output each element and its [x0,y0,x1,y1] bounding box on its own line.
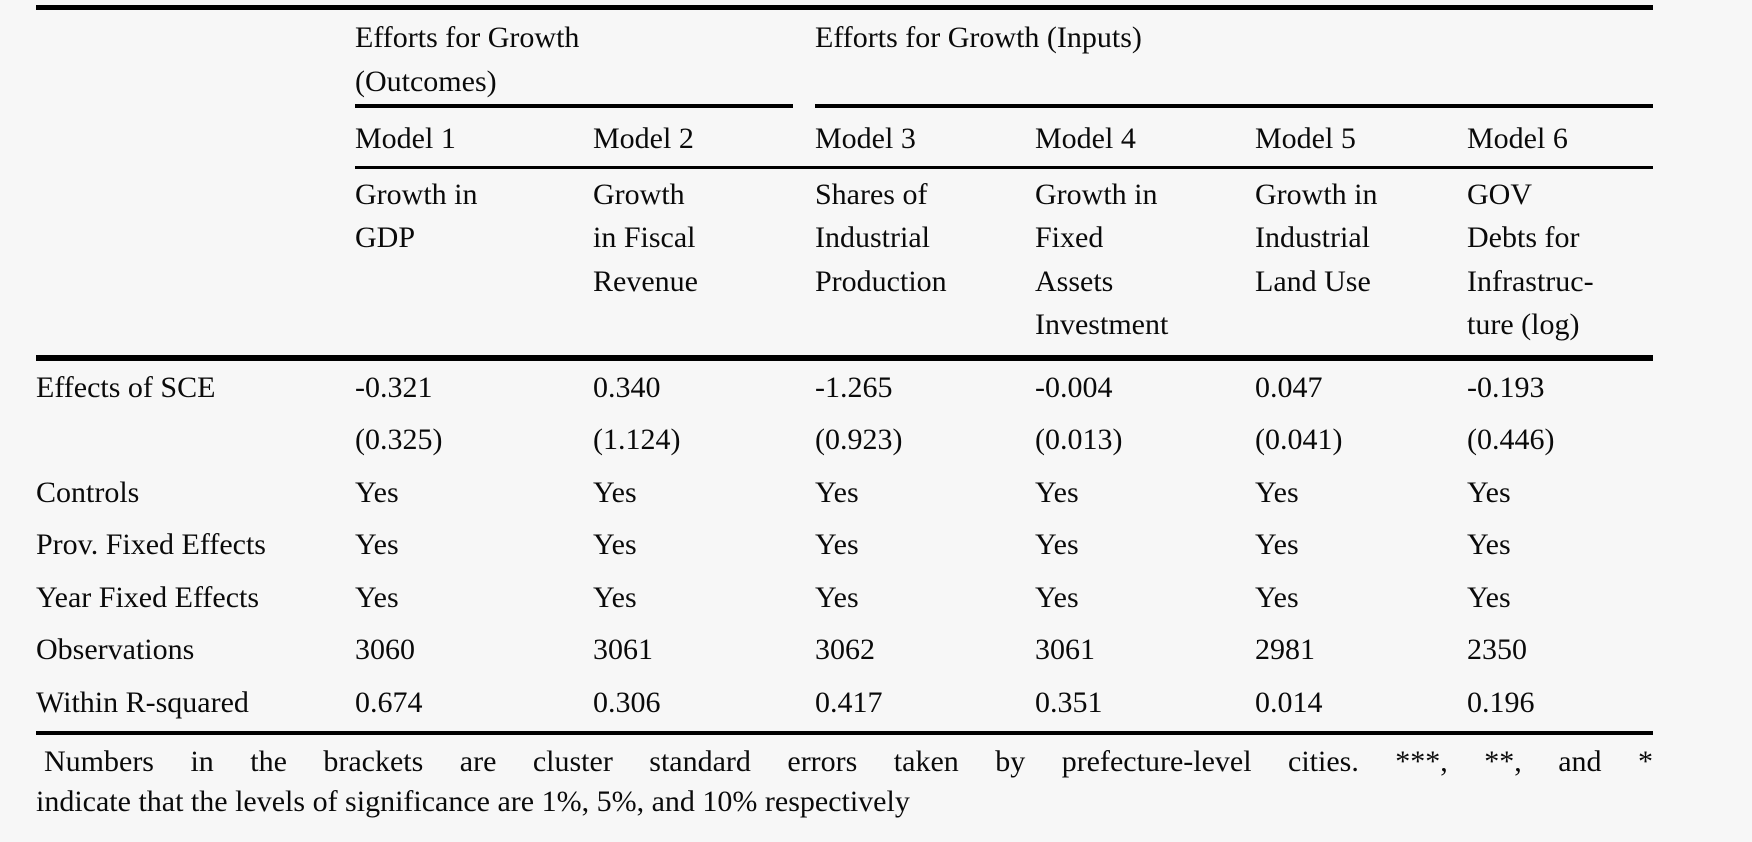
dependent-variable-row: Growth in GDP Growth in Fiscal Revenue S… [36,167,1654,361]
model-header-4: Model 4 [1035,108,1255,169]
table-row-year-fixed-effects: Year Fixed Effects Yes Yes Yes Yes Yes Y… [36,571,1653,624]
cell-value: (0.446) [1467,423,1555,456]
cell-value: Yes [593,580,637,614]
cell-value: Yes [1035,475,1079,509]
cell-value: Yes [1467,580,1511,614]
cell-value: 0.014 [1255,675,1467,735]
cell-value: Yes [1035,580,1079,614]
model-header-5: Model 5 [1255,108,1467,169]
table-footnote: Numbers in the brackets are cluster stan… [36,742,1653,822]
row-label: Controls [36,475,140,509]
model-header-row: Model 1 Model 2 Model 3 Model 4 Model 5 … [36,108,1654,169]
cell-value: Yes [815,528,859,561]
cell-value: -0.321 [355,370,433,404]
dependent-variable-3: Shares of Industrial Production [815,167,1035,361]
cell-value: -1.265 [815,370,893,404]
footnote-line-1: Numbers in the brackets are cluster stan… [44,745,1653,778]
cell-value: (0.013) [1035,423,1123,456]
dependent-variable-1: Growth in GDP [355,167,593,361]
cell-value: Yes [593,475,637,509]
group-header-outcomes: Efforts for Growth (Outcomes) [355,10,793,108]
dependent-variable-4: Growth in Fixed Assets Investment [1035,167,1255,361]
row-label: Prov. Fixed Effects [36,528,266,561]
dependent-variable-5: Growth in Industrial Land Use [1255,167,1467,361]
cell-value: Yes [815,475,859,509]
row-label [36,413,355,466]
table-row-standard-errors: (0.325) (1.124) (0.923) (0.013) (0.041) … [36,413,1653,466]
cell-value: Yes [355,475,399,509]
dependent-variable-6: GOV Debts for Infrastruc- ture (log) [1467,167,1654,361]
regression-results-table: Efforts for Growth (Outcomes) Efforts fo… [36,5,1654,735]
cell-value: 0.351 [1035,675,1255,735]
cell-value: Yes [1467,475,1511,509]
cell-value: 3062 [815,633,875,666]
cell-value: (0.325) [355,423,443,456]
cell-value: 0.674 [355,675,593,735]
group-header-row: Efforts for Growth (Outcomes) Efforts fo… [36,8,1654,109]
row-label: Effects of SCE [36,370,216,404]
cell-value: 0.340 [593,370,661,404]
cell-value: Yes [355,580,399,614]
row-label: Observations [36,633,195,666]
cell-value: (1.124) [593,423,681,456]
cell-value: 2350 [1467,633,1527,666]
cell-value: Yes [355,528,399,561]
cell-value: 3061 [1035,633,1095,666]
cell-value: 3060 [355,633,415,666]
cell-value: Yes [1255,580,1299,614]
cell-value: 0.196 [1467,675,1654,735]
cell-value: (0.041) [1255,423,1343,456]
cell-value: 0.417 [815,675,1035,735]
model-header-6: Model 6 [1467,108,1654,169]
footnote-line-2: indicate that the levels of significance… [36,784,910,818]
group-header-inputs-cell: Efforts for Growth (Inputs) [815,8,1654,108]
cell-value: (0.923) [815,423,903,456]
model-header-spacer [36,108,355,167]
cell-value: 2981 [1255,633,1315,666]
model-header-2: Model 2 [593,108,815,169]
cell-value: 0.047 [1255,370,1323,404]
cell-value: Yes [1035,528,1079,561]
cell-value: Yes [593,528,637,561]
model-header-1: Model 1 [355,108,593,169]
cell-value: Yes [1255,475,1299,509]
table-row-prov-fixed-effects: Prov. Fixed Effects Yes Yes Yes Yes Yes … [36,518,1653,571]
table-row-controls: Controls Yes Yes Yes Yes Yes Yes [36,466,1653,519]
row-label: Year Fixed Effects [36,580,260,614]
cell-value: 0.306 [593,675,815,735]
group-header-inputs: Efforts for Growth (Inputs) [815,10,1654,108]
dependent-variable-spacer [36,167,355,361]
table-row-observations: Observations 3060 3061 3062 3061 2981 23… [36,623,1653,676]
row-label: Within R-squared [36,675,355,735]
model-header-3: Model 3 [815,108,1035,169]
table-row-within-r-squared: Within R-squared 0.674 0.306 0.417 0.351… [36,675,1654,735]
cell-value: -0.193 [1467,370,1545,404]
dependent-variable-2: Growth in Fiscal Revenue [593,167,815,361]
cell-value: -0.004 [1035,370,1113,404]
table-row-effects-of-sce: Effects of SCE -0.321 0.340 -1.265 -0.00… [36,358,1653,414]
cell-value: Yes [1255,528,1299,561]
cell-value: Yes [815,580,859,614]
cell-value: 3061 [593,633,653,666]
cell-value: Yes [1467,528,1511,561]
group-header-spacer [36,8,355,109]
group-header-outcomes-cell: Efforts for Growth (Outcomes) [355,8,815,108]
